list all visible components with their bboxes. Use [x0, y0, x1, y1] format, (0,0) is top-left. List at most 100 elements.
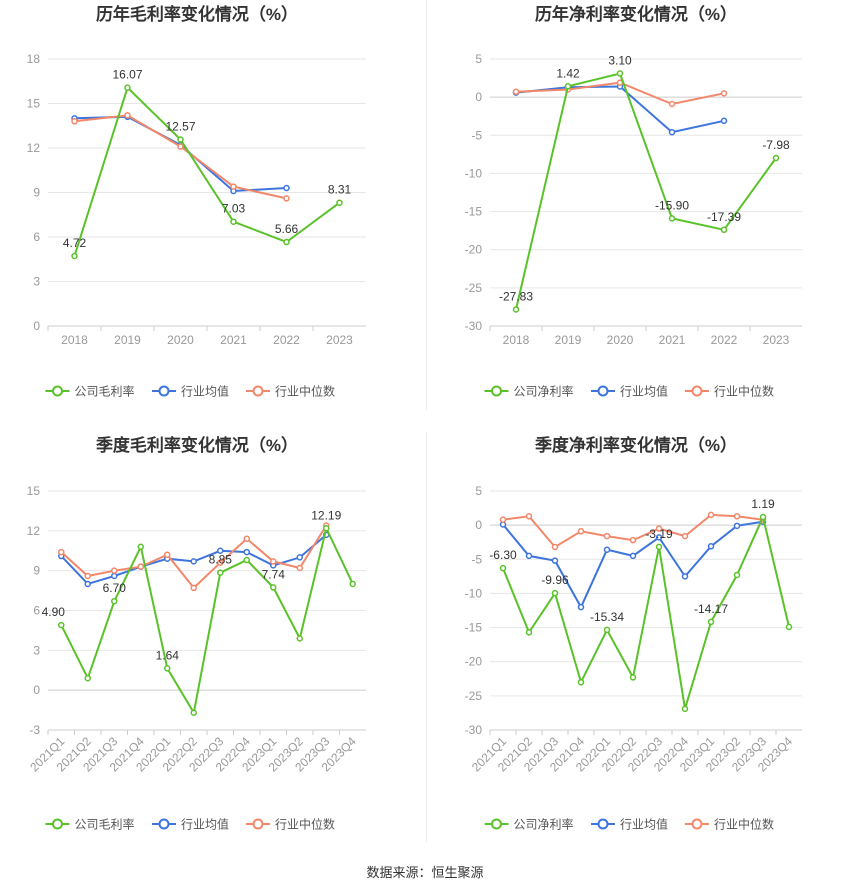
data-point: [668, 215, 676, 222]
data-point: [84, 580, 91, 588]
series-line: [502, 520, 764, 610]
y-tick-label: 18: [27, 52, 41, 66]
y-tick-label: 6: [33, 230, 40, 244]
data-label: -15.90: [655, 198, 689, 212]
data-point: [720, 90, 728, 97]
panel-divider: [426, 432, 427, 842]
x-tick-label: 2023: [326, 333, 353, 347]
legend-label: 行业中位数: [714, 384, 774, 399]
data-point: [323, 525, 330, 532]
y-tick-label: -3: [29, 723, 40, 737]
data-point: [177, 136, 184, 143]
chart-panel-4: 季度净利率变化情况（%）-30-25-20-15-10-5052021Q1202…: [465, 435, 802, 832]
data-point: [655, 543, 663, 551]
data-point: [111, 597, 118, 605]
series-line: [515, 85, 725, 134]
x-tick-label: 2022: [711, 333, 738, 347]
data-point: [336, 199, 343, 206]
legend-marker: [491, 385, 502, 397]
legend-marker: [252, 818, 264, 830]
data-point: [655, 525, 663, 532]
x-tick-label: 2023: [763, 333, 790, 347]
data-point: [137, 543, 144, 551]
data-point: [785, 623, 793, 631]
legend-marker: [491, 818, 502, 830]
data-point: [230, 218, 237, 225]
data-label: 3.10: [608, 53, 632, 67]
legend-item: 行业均值: [152, 384, 229, 399]
legend-label: 公司净利率: [514, 817, 574, 832]
data-point: [681, 532, 689, 540]
panel-divider: [426, 0, 427, 410]
data-label: 7.74: [262, 567, 286, 581]
legend-item: 公司净利率: [484, 817, 574, 832]
y-tick-label: -10: [465, 166, 483, 180]
y-tick-label: -25: [465, 689, 483, 703]
legend-marker: [691, 818, 703, 830]
data-point: [164, 551, 171, 558]
legend-marker: [158, 385, 170, 397]
legend-label: 公司毛利率: [75, 384, 135, 399]
data-label: 1.19: [751, 497, 775, 511]
y-tick-label: 15: [27, 97, 41, 111]
x-tick-label: 2018: [503, 333, 530, 347]
data-point: [564, 83, 572, 90]
data-label: 8.31: [328, 183, 352, 197]
chart-title: 季度毛利率变化情况（%）: [96, 435, 298, 455]
data-point: [296, 635, 303, 642]
x-tick-label: 2020: [607, 333, 634, 347]
chart-panel-2: 历年净利率变化情况（%） -30 -25 -20 -15 -10 -5 0 5 2018 2019 2…: [465, 4, 802, 399]
y-tick-label: 15: [27, 484, 41, 498]
data-point: [525, 629, 533, 636]
data-point: [759, 513, 767, 521]
data-point: [733, 571, 741, 579]
data-label: 1.42: [556, 66, 580, 80]
x-tick-label: 2021: [220, 333, 247, 347]
x-tick-label: 2021: [659, 333, 686, 347]
legend-label: 行业均值: [620, 817, 668, 832]
data-point: [707, 543, 715, 550]
y-tick-label: 12: [27, 524, 41, 538]
series-line: [60, 524, 328, 590]
data-point: [772, 154, 780, 162]
data-label: 5.66: [275, 222, 299, 236]
data-point: [296, 554, 303, 561]
y-tick-label: -20: [465, 655, 483, 669]
data-point: [217, 569, 224, 576]
x-tick-label: 2020: [167, 333, 194, 347]
data-point: [243, 548, 250, 556]
data-point: [190, 709, 197, 716]
data-source: 数据来源：恒生聚源: [0, 862, 850, 881]
data-point: [296, 564, 303, 572]
data-label: 1.64: [156, 648, 180, 662]
y-tick-label: -15: [465, 621, 483, 635]
legend-marker: [52, 818, 63, 830]
data-label: 6.70: [103, 581, 127, 595]
data-point: [629, 552, 637, 560]
legend-marker: [52, 385, 63, 397]
y-tick-label: 0: [33, 683, 40, 697]
y-tick-label: 12: [27, 141, 41, 155]
data-point: [668, 128, 676, 136]
y-tick-label: 3: [33, 643, 40, 657]
series-line: [502, 513, 790, 710]
legend-marker: [597, 385, 609, 397]
data-point: [217, 547, 224, 554]
data-point: [616, 70, 624, 77]
legend-item: 公司毛利率: [45, 384, 135, 399]
data-point: [283, 238, 290, 246]
data-label: -14.17: [694, 602, 728, 616]
x-tick-label: 2019: [114, 333, 141, 347]
data-label: 16.07: [112, 68, 142, 82]
chart-panel-1: 历年毛利率变化情况（%） 0 3 6 9 12 15 18 2018 2019 2020 2021 20…: [27, 4, 366, 399]
data-point: [283, 184, 290, 192]
legend-label: 行业中位数: [275, 817, 335, 832]
data-point: [603, 546, 611, 553]
legend-label: 行业均值: [620, 384, 668, 399]
chart-title: 季度净利率变化情况（%）: [535, 435, 737, 455]
data-point: [681, 573, 689, 580]
legend-label: 公司毛利率: [75, 817, 135, 832]
data-label: -15.34: [590, 610, 624, 624]
data-label: 8.85: [209, 553, 233, 567]
y-tick-label: -25: [465, 281, 483, 295]
